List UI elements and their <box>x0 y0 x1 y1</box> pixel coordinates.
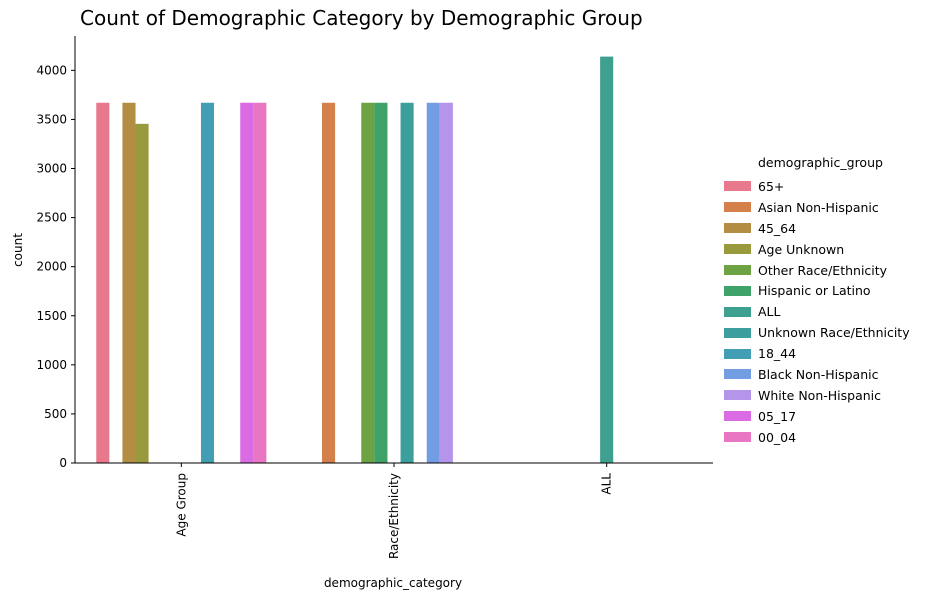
legend-item: Asian Non-Hispanic <box>724 197 910 218</box>
bar <box>240 102 254 463</box>
legend-swatch <box>724 223 751 234</box>
bar <box>374 102 388 463</box>
legend-label: Other Race/Ethnicity <box>758 262 888 278</box>
legend-item: Unknown Race/Ethnicity <box>724 322 910 343</box>
legend-swatch <box>724 411 751 422</box>
legend-item: Age Unknown <box>724 239 910 260</box>
legend-swatch <box>724 348 751 359</box>
y-tick-label: 4000 <box>36 63 67 77</box>
bar <box>426 102 440 463</box>
legend-swatch <box>724 285 751 296</box>
y-tick-label: 2000 <box>36 260 67 274</box>
legend-item: 45_64 <box>724 218 910 239</box>
legend-swatch <box>724 202 751 213</box>
bar <box>439 102 453 463</box>
legend-item: Other Race/Ethnicity <box>724 260 910 281</box>
legend: demographic_group 65+ Asian Non-Hispanic 4… <box>724 155 910 448</box>
legend-swatch <box>724 181 751 192</box>
bar <box>253 102 267 463</box>
bar <box>200 102 215 463</box>
y-tick-label: 0 <box>59 456 67 470</box>
y-tick-label: 2500 <box>36 211 67 225</box>
y-tick-label: 1000 <box>36 358 67 372</box>
bar <box>96 102 110 463</box>
x-tick-label: Race/Ethnicity <box>387 473 401 559</box>
legend-item: Hispanic or Latino <box>724 280 910 301</box>
legend-swatch <box>724 432 751 443</box>
chart-title: Count of Demographic Category by Demogra… <box>80 6 643 30</box>
legend-label: 18_44 <box>758 346 797 362</box>
bar <box>322 102 336 463</box>
x-tick-label: Age Group <box>174 473 188 537</box>
legend-item: ALL <box>724 301 910 322</box>
legend-item: 00_04 <box>724 427 910 448</box>
bar <box>600 56 614 464</box>
legend-swatch <box>724 369 751 380</box>
legend-label: 00_04 <box>758 429 797 445</box>
x-axis-label: demographic_category <box>323 576 463 590</box>
legend-label: ALL <box>758 304 781 320</box>
legend-swatch <box>724 244 751 255</box>
y-tick-label: 3000 <box>36 162 67 176</box>
legend-label: Age Unknown <box>758 241 845 257</box>
legend-label: 65+ <box>758 178 785 194</box>
bar <box>400 102 414 463</box>
legend-swatch <box>724 306 751 317</box>
legend-swatch <box>724 390 751 401</box>
legend-item: 65+ <box>724 176 910 197</box>
bar <box>122 102 136 463</box>
legend-item: Black Non-Hispanic <box>724 364 910 385</box>
legend-title: demographic_group <box>758 155 883 170</box>
legend-swatch <box>724 265 751 275</box>
legend-item: 05_17 <box>724 406 910 427</box>
bar <box>135 123 149 463</box>
legend-label: Black Non-Hispanic <box>758 366 879 382</box>
x-tick-label: ALL <box>600 473 614 495</box>
legend-swatch <box>724 327 751 338</box>
legend-label: 45_64 <box>758 220 797 236</box>
legend-label: White Non-Hispanic <box>758 387 881 403</box>
legend-label: Asian Non-Hispanic <box>758 199 879 215</box>
legend-item: 18_44 <box>724 343 910 364</box>
legend-label: Hispanic or Latino <box>758 283 871 299</box>
bar <box>361 102 375 463</box>
y-tick-label: 1500 <box>36 309 67 323</box>
legend-label: Unknown Race/Ethnicity <box>758 325 910 341</box>
y-tick-label: 500 <box>44 407 67 421</box>
legend-item: White Non-Hispanic <box>724 385 910 406</box>
legend-label: 05_17 <box>758 408 797 424</box>
y-tick-label: 3500 <box>36 112 67 126</box>
